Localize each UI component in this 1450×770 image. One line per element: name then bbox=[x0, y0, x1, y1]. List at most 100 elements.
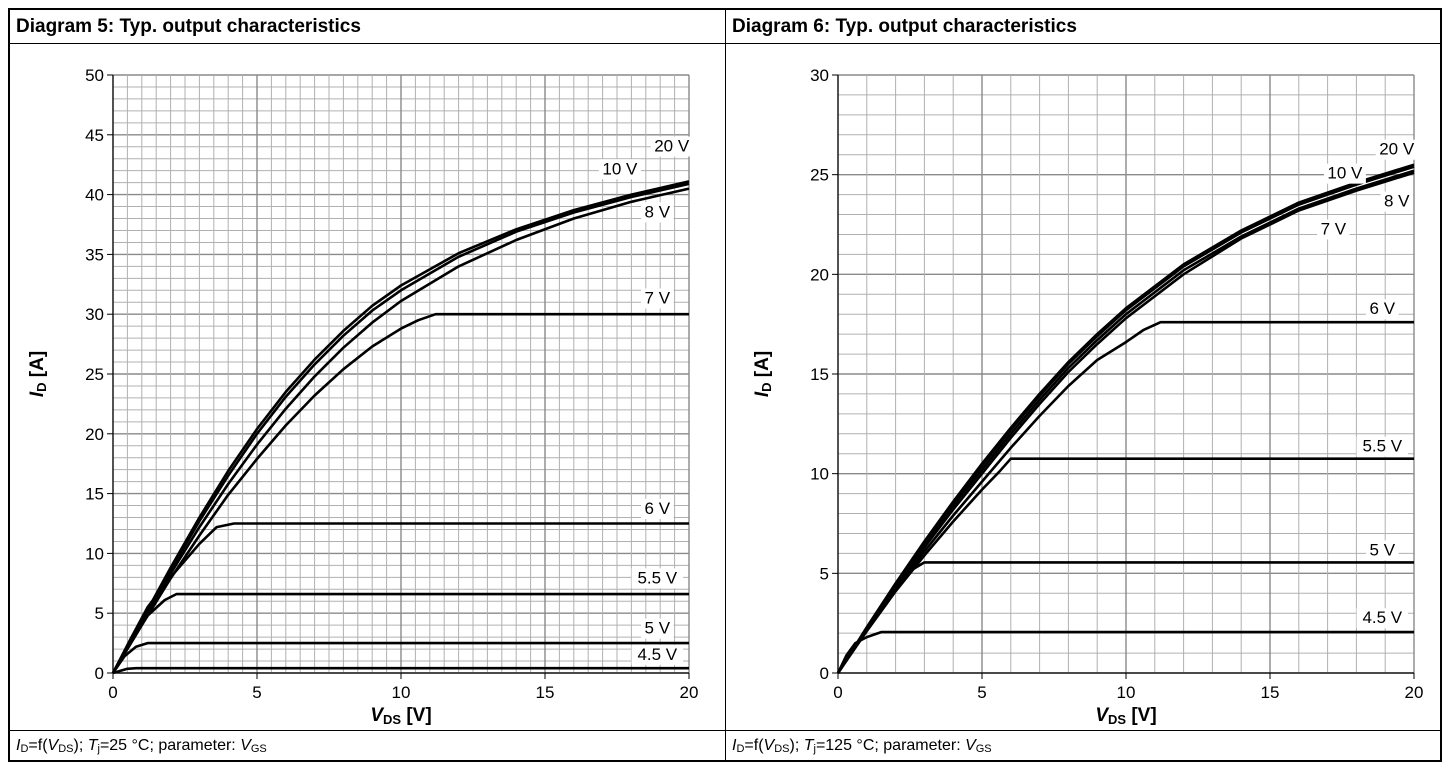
diagram-5-title: Diagram 5: Typ. output characteristics bbox=[10, 10, 725, 44]
caption-text: ); bbox=[73, 737, 88, 754]
x-tick-label: 20 bbox=[680, 683, 699, 702]
caption-text: =25 °C; parameter: bbox=[99, 737, 241, 754]
y-axis-label: ID [A] bbox=[27, 351, 49, 397]
caption-sub: j bbox=[813, 743, 816, 755]
curve-label-bg bbox=[641, 288, 674, 309]
curve-label-bg bbox=[631, 568, 684, 589]
y-tick-label: 45 bbox=[85, 126, 104, 145]
series-line-8-V bbox=[111, 187, 690, 674]
y-tick-label: 10 bbox=[85, 544, 104, 563]
y-tick-label: 50 bbox=[85, 66, 104, 85]
caption-symbol: V bbox=[240, 737, 251, 754]
curve-label-text: 5 V bbox=[1370, 540, 1396, 559]
series-line-6-V bbox=[111, 522, 689, 674]
diagram-6-panel: Diagram 6: Typ. output characteristics 0… bbox=[726, 10, 1440, 760]
diagram-5-chart: 0 5 10 15 20 25 30 35 40 45 50 0 5 10 15 20 VDS [V] ID [A… bbox=[27, 66, 699, 727]
curve-label: 7 V bbox=[641, 288, 674, 309]
y-tick-label: 35 bbox=[85, 245, 104, 264]
curve-label: 4.5 V bbox=[1356, 608, 1409, 629]
curve-label-text: 8 V bbox=[645, 202, 671, 221]
curve-label: 8 V bbox=[1380, 191, 1413, 212]
y-tick-label: 10 bbox=[810, 465, 829, 484]
curve-label-text: 10 V bbox=[602, 159, 638, 178]
caption-sub: D bbox=[20, 743, 29, 755]
caption-text: =f( bbox=[28, 737, 48, 754]
x-axis-label: VDS [V] bbox=[1095, 705, 1156, 727]
x-axis-label-sub: DS bbox=[383, 712, 401, 727]
y-tick-label: 25 bbox=[85, 365, 104, 384]
caption-sub: D bbox=[736, 743, 745, 755]
series-line-5-V bbox=[836, 561, 1414, 674]
diagram-6-caption: ID=f(VDS); Tj=125 °C; parameter: VGS bbox=[726, 730, 1440, 760]
series-line-4-5-V bbox=[112, 666, 689, 675]
curve-label-text: 7 V bbox=[1321, 219, 1347, 238]
curve-label-bg bbox=[641, 498, 674, 519]
series-line-5-5-V bbox=[111, 592, 689, 674]
y-tick-label: 25 bbox=[810, 166, 829, 185]
y-tick-label: 5 bbox=[95, 604, 104, 623]
diagram-5-caption: ID=f(VDS); Tj=25 °C; parameter: VGS bbox=[10, 730, 725, 760]
caption-symbol: V bbox=[965, 737, 976, 754]
curve-label: 5.5 V bbox=[1356, 436, 1409, 457]
y-tick-label: 40 bbox=[85, 186, 104, 205]
curve-label-text: 5.5 V bbox=[637, 568, 677, 587]
y-axis-label-unit: [A] bbox=[752, 351, 773, 383]
curve-label-text: 5.5 V bbox=[1362, 437, 1402, 456]
caption-sub: DS bbox=[774, 743, 790, 755]
caption-sub: GS bbox=[975, 743, 992, 755]
diagram-6-chart: 0 5 10 15 20 25 30 0 5 10 15 20 VDS [V] ID [A] 20 V 10 … bbox=[752, 66, 1424, 727]
curve-label: 8 V bbox=[641, 202, 674, 223]
x-axis-label-sub: DS bbox=[1108, 712, 1126, 727]
x-axis-label-symbol: V bbox=[1095, 705, 1109, 726]
caption-text: =f( bbox=[744, 737, 764, 754]
x-axis-label-symbol: V bbox=[370, 705, 384, 726]
caption-symbol: T bbox=[803, 737, 814, 754]
x-tick-label: 0 bbox=[833, 683, 842, 702]
curve-label-text: 6 V bbox=[1370, 299, 1396, 318]
series-line-10-V bbox=[111, 182, 690, 674]
curve-label-bg bbox=[641, 202, 674, 223]
y-axis-label-symbol: I bbox=[752, 391, 773, 397]
x-axis-label: VDS [V] bbox=[370, 705, 431, 727]
caption-symbol: I bbox=[16, 737, 21, 754]
x-tick-label: 0 bbox=[108, 683, 117, 702]
curve-label: 6 V bbox=[641, 498, 674, 519]
x-tick-label: 15 bbox=[536, 683, 555, 702]
curve-label: 5 V bbox=[641, 618, 674, 639]
y-tick-label: 20 bbox=[810, 265, 829, 284]
curve-label-bg bbox=[1317, 219, 1350, 240]
x-tick-label: 20 bbox=[1405, 683, 1424, 702]
curve-label-text: 10 V bbox=[1327, 164, 1363, 183]
curve-label: 5.5 V bbox=[631, 568, 684, 589]
x-axis-label-unit: [V] bbox=[1126, 705, 1157, 726]
curve-label-bg bbox=[598, 159, 641, 180]
x-tick-label: 15 bbox=[1261, 683, 1280, 702]
curve-label-text: 4.5 V bbox=[637, 645, 677, 664]
caption-symbol: V bbox=[47, 737, 59, 754]
x-tick-label: 5 bbox=[252, 683, 261, 702]
curve-label-bg bbox=[1375, 139, 1418, 160]
series-line-5-5-V bbox=[836, 457, 1414, 674]
diagram-6-title: Diagram 6: Typ. output characteristics bbox=[726, 10, 1440, 44]
y-tick-label: 30 bbox=[85, 305, 104, 324]
curve-label: 10 V bbox=[598, 159, 641, 180]
series-line-20-V bbox=[111, 180, 690, 674]
y-tick-label: 0 bbox=[820, 664, 829, 683]
series-line-7-V bbox=[836, 171, 1415, 674]
curve-label-bg bbox=[1380, 191, 1413, 212]
datasheet-frame: Diagram 5: Typ. output characteristics 0… bbox=[8, 8, 1442, 762]
y-axis-label-unit: [A] bbox=[27, 351, 48, 383]
caption-symbol: I bbox=[732, 737, 737, 754]
y-axis-label-symbol: I bbox=[27, 391, 48, 397]
y-axis-label: ID [A] bbox=[752, 351, 774, 397]
y-axis-label-sub: D bbox=[34, 382, 49, 391]
y-tick-label: 5 bbox=[820, 564, 829, 583]
curve-label-bg bbox=[641, 618, 674, 639]
series-line-6-V bbox=[836, 320, 1414, 674]
curve-label-bg bbox=[1356, 608, 1409, 629]
curve-label-bg bbox=[1366, 540, 1399, 561]
y-tick-label: 30 bbox=[810, 66, 829, 85]
x-axis-label-unit: [V] bbox=[401, 705, 432, 726]
grid bbox=[112, 74, 690, 674]
caption-sub: j bbox=[97, 743, 100, 755]
